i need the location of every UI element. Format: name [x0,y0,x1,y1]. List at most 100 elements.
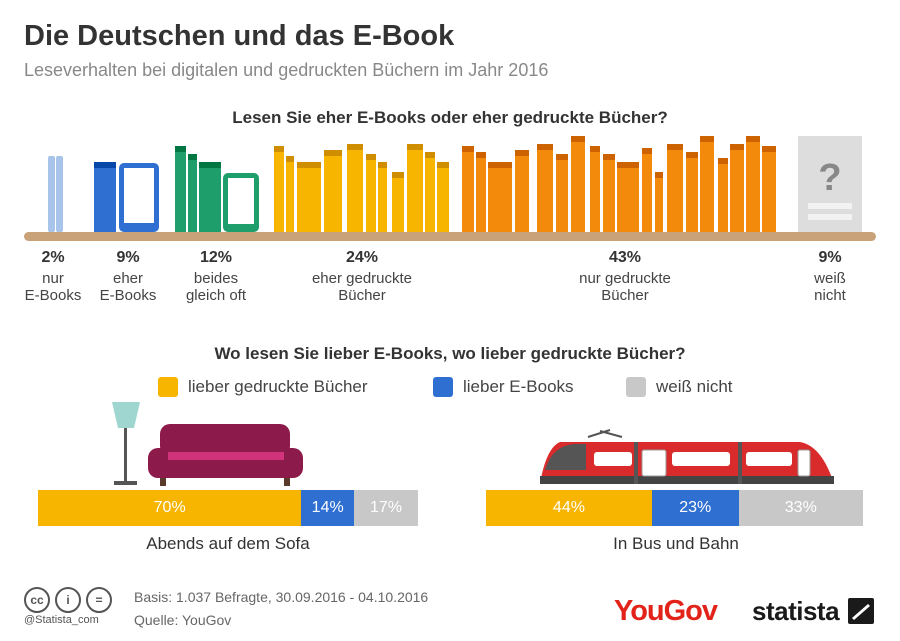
unknown-line-2 [808,214,852,220]
category-label-line: eher gedruckte [311,270,413,287]
legend-printed: lieber gedruckte Bücher [158,376,368,398]
book-yellow-6-cap [366,154,376,160]
category-label-line: beides [193,270,239,287]
bookshelf-illustration: ? [24,136,876,241]
book-orange-12 [655,172,663,232]
book-orange-18 [746,136,760,232]
book-yellow-8-cap [392,172,404,178]
footer-source: Quelle: YouGov [134,612,232,628]
book-yellow-10-cap [425,152,435,158]
category-label-line: nicht [814,287,846,304]
book-orange-7 [571,136,585,232]
category-percent: 9% [116,249,140,266]
cc-icon: cc [24,587,50,613]
segment-train-ebook: 23% [651,490,739,526]
book-orange-11-cap [642,148,652,154]
category-label: nur E-Books [0,270,113,304]
segment-train-unknown: 33% [738,490,863,526]
segment-sofa-printed: 70% [38,490,302,526]
question-1: Lesen Sie eher E-Books oder eher gedruck… [232,108,668,127]
category-percent: 9% [818,249,842,266]
book-orange-13 [667,144,683,232]
category-label: weiß nicht [770,270,890,304]
book-blue-cap [94,162,116,168]
category-label: beides gleich oft [156,270,276,304]
book-orange-17-cap [730,144,744,150]
book-yellow-2 [286,156,294,232]
book-yellow-2-cap [286,156,294,162]
book-orange-8 [590,146,600,232]
book-green-1 [175,146,186,232]
book-orange-2-cap [476,152,486,158]
category-label-line: weiß [814,270,846,287]
by-icon: i [55,587,81,613]
book-yellow-3-cap [297,162,321,168]
shelf-board [24,232,876,241]
legend-ebook: lieber E-Books [433,376,574,398]
book-orange-13-cap [667,144,683,150]
book-yellow-1-cap [274,146,284,152]
legend-unknown: weiß nicht [626,376,733,398]
book-yellow-11 [437,162,449,232]
book-orange-1 [462,146,474,232]
category-percent: 12% [199,249,233,266]
book-yellow-4 [324,150,342,232]
statista-handle: @Statista_com [24,614,99,626]
book-orange-4 [515,150,529,232]
book-orange-17 [730,144,744,232]
book-orange-5 [537,144,553,232]
category-percent: 43% [608,249,642,266]
book-yellow-3 [297,162,321,232]
book-yellow-5-cap [347,144,363,150]
book-orange-10-cap [617,162,639,168]
book-orange-2 [476,152,486,232]
category-percent: 2% [41,249,65,266]
book-orange-16-cap [718,158,728,164]
book-orange-14-cap [686,152,698,158]
category-label-line: nur gedruckte [579,270,671,287]
book-orange-7-cap [571,136,585,142]
page-title: Die Deutschen und das E-Book [24,20,455,52]
nd-icon: = [86,587,112,613]
page-subtitle: Leseverhalten bei digitalen und gedruckt… [24,60,549,80]
book-green-3-cap [199,162,221,168]
segment-sofa-unknown: 17% [354,490,418,526]
statista-logo-icon [848,598,874,624]
question-2: Wo lesen Sie lieber E-Books, wo lieber g… [214,344,686,363]
book-yellow-8 [392,172,404,232]
category-sofa: Abends auf dem Sofa [146,534,310,553]
unknown-line-1 [808,203,852,209]
book-yellow-7-cap [378,162,387,168]
book-orange-18-cap [746,136,760,142]
book-orange-11 [642,148,652,232]
book-blue [94,162,116,232]
book-orange-4-cap [515,150,529,156]
book-green-2 [188,154,197,232]
book-ebook-2 [56,156,63,232]
category-label-line: E-Books [24,287,82,304]
book-orange-9-cap [603,154,615,160]
book-orange-8-cap [590,146,600,152]
book-green-1-cap [175,146,186,152]
legend-unknown-label: weiß nicht [656,377,733,396]
book-yellow-5 [347,144,363,232]
category-label-line: Bücher [601,287,649,304]
category-percent: 24% [345,249,379,266]
category-label-line: E-Books [99,287,157,304]
legend-printed-swatch [158,377,178,397]
legend-ebook-swatch [433,377,453,397]
book-orange-12-cap [655,172,663,178]
stack-train: 44% 23% 33% [486,490,863,526]
category-label-line: gleich oft [185,287,247,304]
statista-logo: statista [752,596,840,626]
sofa-icon [148,424,303,486]
book-orange-16 [718,158,728,232]
tablet-green-screen [228,178,254,224]
yougov-logo: YouGov [614,595,718,627]
segment-sofa-ebook: 14% [301,490,355,526]
category-label: eher E-Books [68,270,188,304]
legend-printed-label: lieber gedruckte Bücher [188,377,368,396]
book-yellow-6 [366,154,376,232]
book-orange-10 [617,162,639,232]
book-ebook-1 [48,156,55,232]
